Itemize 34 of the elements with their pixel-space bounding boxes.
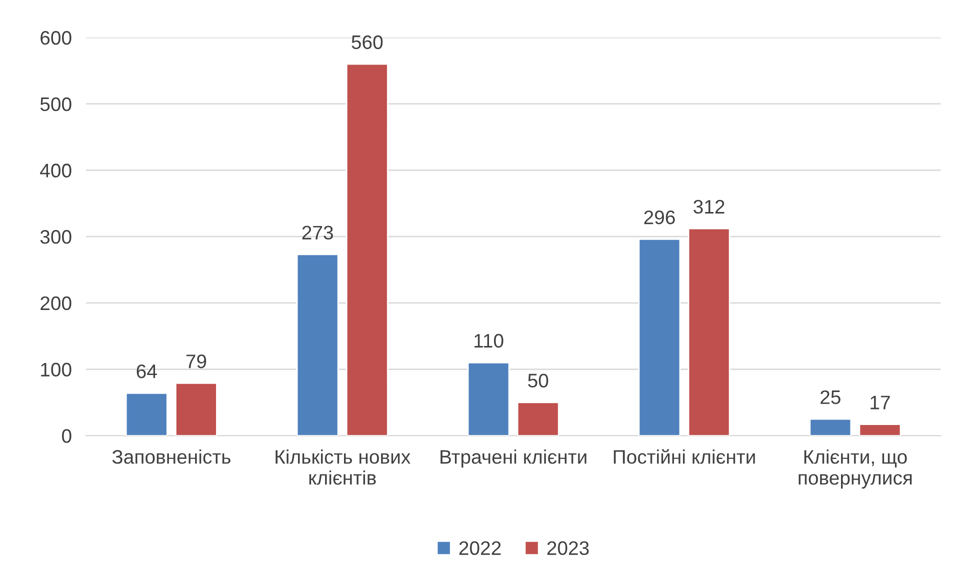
data-label: 560 bbox=[352, 35, 383, 50]
bar bbox=[346, 63, 388, 436]
data-label: 79 bbox=[186, 354, 206, 368]
x-tick-label: Постійні клієнти bbox=[614, 449, 755, 464]
x-tick-label: Кількість нових клієнтів bbox=[276, 450, 410, 485]
legend-label: 2023 bbox=[547, 541, 589, 556]
y-tick-label: 400 bbox=[40, 164, 72, 178]
data-label: 17 bbox=[870, 396, 890, 410]
bar bbox=[516, 402, 560, 436]
y-tick-label: 200 bbox=[40, 296, 72, 310]
legend-label: 2022 bbox=[459, 541, 501, 556]
bar bbox=[809, 418, 852, 436]
bar bbox=[638, 238, 681, 436]
bar bbox=[296, 254, 339, 436]
x-tick-label: Клієнти, що повернулися bbox=[798, 450, 912, 489]
data-label: 110 bbox=[474, 334, 504, 348]
y-tick-label: 100 bbox=[41, 362, 72, 377]
y-tick-label: 300 bbox=[40, 230, 72, 244]
y-tick-label: 600 bbox=[40, 30, 72, 45]
data-label: 273 bbox=[302, 226, 333, 240]
x-tick-label: Заповненість bbox=[112, 450, 230, 464]
bar bbox=[125, 392, 168, 436]
data-label: 296 bbox=[644, 210, 675, 224]
bar bbox=[688, 228, 730, 436]
data-label: 312 bbox=[694, 200, 724, 214]
bar bbox=[175, 382, 218, 436]
bar bbox=[858, 424, 902, 436]
y-tick-label: 0 bbox=[62, 429, 72, 443]
bar bbox=[467, 362, 510, 436]
y-tick-label: 500 bbox=[40, 97, 72, 112]
data-label: 64 bbox=[136, 364, 157, 378]
data-label: 25 bbox=[820, 390, 840, 404]
x-tick-label: Втрачені клієнти bbox=[440, 450, 586, 468]
data-label: 50 bbox=[528, 374, 548, 388]
